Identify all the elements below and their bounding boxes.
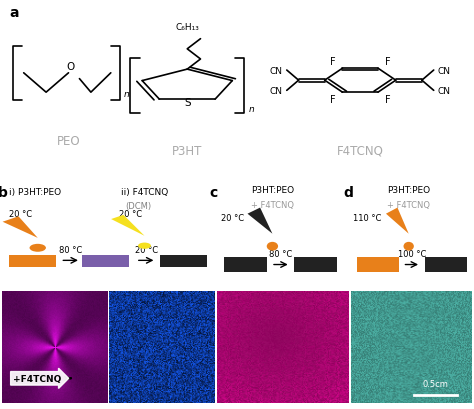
- Text: 20 °C: 20 °C: [221, 213, 244, 222]
- FancyBboxPatch shape: [9, 255, 56, 267]
- Text: 80 °C: 80 °C: [269, 249, 292, 258]
- Polygon shape: [386, 208, 409, 234]
- Text: 100 °C: 100 °C: [398, 249, 426, 258]
- Text: F: F: [385, 57, 391, 67]
- Text: C₆H₁₃: C₆H₁₃: [175, 23, 199, 32]
- Text: F: F: [330, 94, 335, 105]
- Text: CN: CN: [270, 66, 283, 75]
- Text: 20 °C: 20 °C: [135, 245, 158, 254]
- Text: 110 °C: 110 °C: [353, 213, 382, 222]
- Text: c: c: [209, 185, 217, 199]
- Circle shape: [29, 244, 46, 252]
- FancyBboxPatch shape: [294, 257, 337, 273]
- Text: O: O: [67, 62, 75, 72]
- Text: (DCM): (DCM): [125, 202, 151, 211]
- Text: F: F: [330, 57, 335, 67]
- Text: b: b: [0, 185, 8, 199]
- Text: 0.5cm: 0.5cm: [422, 380, 448, 389]
- FancyBboxPatch shape: [357, 257, 399, 273]
- Text: PEO: PEO: [57, 135, 80, 148]
- Text: +F4TCNQ: +F4TCNQ: [13, 374, 71, 383]
- Text: a: a: [9, 6, 19, 20]
- Text: P3HT:PEO: P3HT:PEO: [251, 185, 294, 194]
- Text: n: n: [124, 90, 129, 99]
- FancyBboxPatch shape: [224, 257, 267, 273]
- Text: S: S: [184, 98, 191, 108]
- Text: CN: CN: [270, 87, 283, 96]
- Text: + F4TCNQ: + F4TCNQ: [251, 201, 294, 210]
- Text: 80 °C: 80 °C: [59, 245, 82, 254]
- Text: CN: CN: [438, 66, 451, 75]
- Text: 20 °C: 20 °C: [118, 209, 142, 218]
- Text: d: d: [343, 185, 353, 199]
- Polygon shape: [247, 208, 273, 234]
- Text: F: F: [385, 94, 391, 105]
- Polygon shape: [111, 215, 145, 236]
- FancyBboxPatch shape: [160, 255, 207, 267]
- Text: 20 °C: 20 °C: [9, 209, 32, 218]
- Text: n: n: [249, 105, 255, 114]
- FancyBboxPatch shape: [425, 257, 466, 273]
- Text: ii) F4TCNQ: ii) F4TCNQ: [121, 187, 168, 196]
- FancyBboxPatch shape: [82, 255, 129, 267]
- Circle shape: [403, 242, 414, 251]
- Circle shape: [138, 243, 151, 249]
- Polygon shape: [2, 217, 38, 238]
- Text: CN: CN: [438, 87, 451, 96]
- Text: F4TCNQ: F4TCNQ: [337, 144, 383, 157]
- Circle shape: [267, 242, 278, 251]
- Text: + F4TCNQ: + F4TCNQ: [387, 201, 430, 210]
- Text: P3HT:PEO: P3HT:PEO: [387, 185, 430, 194]
- Text: i) P3HT:PEO: i) P3HT:PEO: [9, 187, 61, 196]
- Text: P3HT: P3HT: [172, 144, 202, 157]
